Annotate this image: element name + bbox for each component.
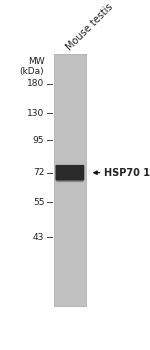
Text: 55: 55: [33, 198, 44, 207]
Text: Mouse testis: Mouse testis: [64, 2, 115, 53]
FancyBboxPatch shape: [56, 165, 84, 181]
Text: HSP70 1L: HSP70 1L: [104, 168, 150, 178]
Text: 43: 43: [33, 233, 44, 242]
Text: 72: 72: [33, 168, 44, 177]
Text: 95: 95: [33, 136, 44, 145]
Bar: [54, 54, 86, 306]
Text: 130: 130: [27, 109, 44, 118]
Text: MW
(kDa): MW (kDa): [20, 57, 44, 76]
Text: 180: 180: [27, 79, 44, 88]
FancyBboxPatch shape: [56, 175, 84, 182]
